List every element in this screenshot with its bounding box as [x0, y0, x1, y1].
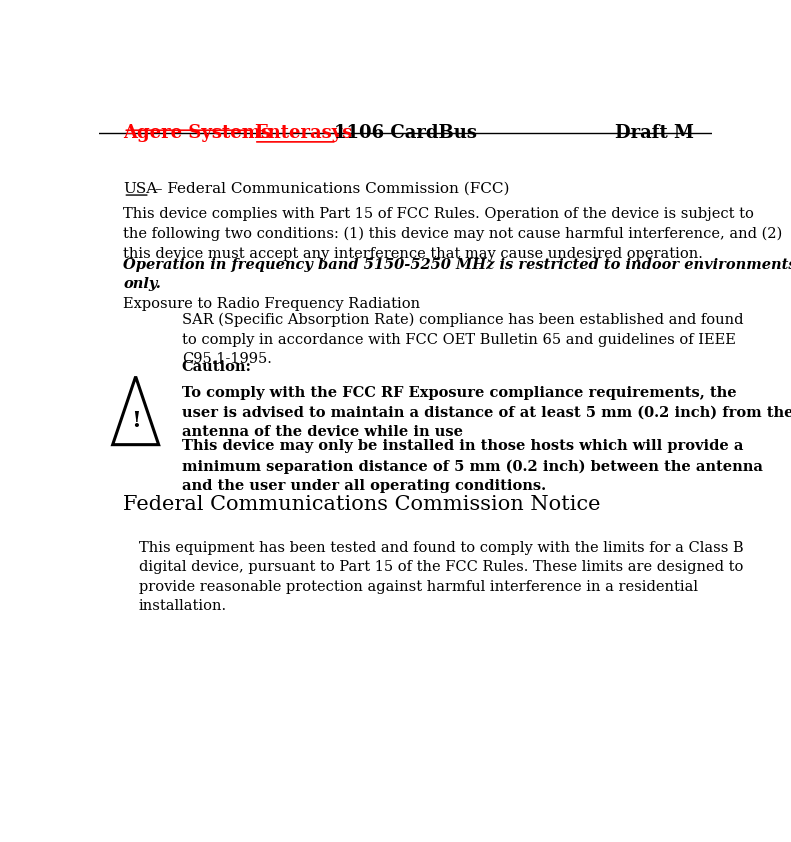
Text: Federal Communications Commission Notice: Federal Communications Commission Notice — [123, 494, 601, 514]
Text: This equipment has been tested and found to comply with the limits for a Class B: This equipment has been tested and found… — [138, 541, 744, 613]
Text: This device may only be installed in those hosts which will provide a
minimum se: This device may only be installed in tho… — [182, 440, 763, 493]
Text: 1106 CardBus: 1106 CardBus — [334, 124, 477, 141]
Text: Operation in frequency band 5150-5250 MHz is restricted to indoor environments
o: Operation in frequency band 5150-5250 MH… — [123, 258, 791, 291]
Text: Draft M: Draft M — [615, 124, 694, 141]
Text: Exposure to Radio Frequency Radiation: Exposure to Radio Frequency Radiation — [123, 297, 421, 312]
Text: Enterasys: Enterasys — [254, 124, 352, 141]
Text: SAR (Specific Absorption Rate) compliance has been established and found
to comp: SAR (Specific Absorption Rate) complianc… — [182, 313, 743, 366]
Text: !: ! — [131, 410, 141, 432]
Text: To comply with the FCC RF Exposure compliance requirements, the
user is advised : To comply with the FCC RF Exposure compl… — [182, 386, 791, 440]
Text: USA: USA — [123, 182, 157, 196]
Text: Caution:: Caution: — [182, 360, 252, 375]
Text: Agere Systems: Agere Systems — [123, 124, 271, 141]
Text: – Federal Communications Commission (FCC): – Federal Communications Commission (FCC… — [149, 182, 509, 196]
Text: This device complies with Part 15 of FCC Rules. Operation of the device is subje: This device complies with Part 15 of FCC… — [123, 207, 782, 261]
